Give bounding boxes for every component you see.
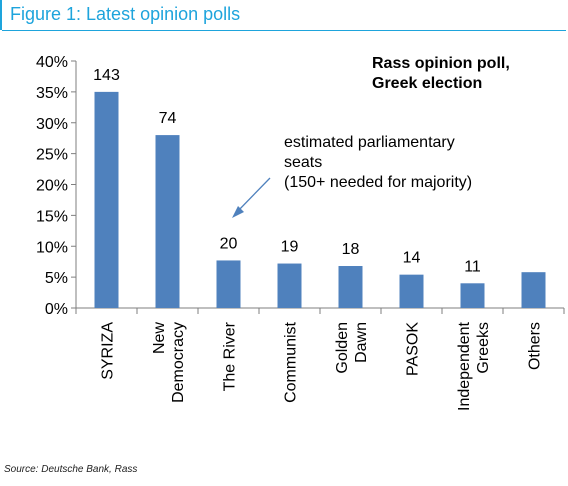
category-label: Others: [527, 322, 544, 370]
y-tick-label: 20%: [36, 178, 68, 195]
annotation-line: estimated parliamentary: [284, 134, 455, 151]
data-label: 143: [93, 67, 120, 84]
title-rule: [2, 30, 566, 31]
y-tick-label: 15%: [36, 208, 68, 225]
category-label: Golden Dawn: [334, 322, 370, 374]
data-label: 14: [403, 250, 421, 267]
category-label-line: SYRIZA: [100, 322, 117, 380]
y-tick-label: 40%: [36, 54, 68, 71]
data-label: 18: [342, 241, 360, 258]
y-tick-label: 25%: [36, 147, 68, 164]
bar: [216, 260, 241, 308]
chart-title-line: Rass opinion poll,: [372, 55, 510, 72]
figure-title-bar: Figure 1: Latest opinion polls: [0, 0, 566, 31]
category-label-line: Greeks: [475, 322, 492, 374]
category-label-line: Communist: [283, 321, 300, 402]
category-label: The River: [222, 321, 239, 391]
category-label-line: Democracy: [170, 322, 187, 403]
category-label: New Democracy: [151, 322, 187, 403]
category-label-line: Others: [527, 322, 544, 370]
source-note: Source: Deutsche Bank, Rass: [4, 464, 138, 475]
data-label: 20: [220, 235, 238, 252]
y-tick-label: 10%: [36, 239, 68, 256]
category-label: Communist: [283, 321, 300, 402]
bar: [338, 266, 363, 308]
category-label-line: Independent: [456, 321, 473, 411]
bar: [94, 91, 119, 308]
y-tick-label: 30%: [36, 116, 68, 133]
bar: [277, 263, 302, 308]
annotation-line: (150+ needed for majority): [284, 174, 472, 191]
category-label: Independent Greeks: [456, 321, 492, 411]
y-tick-label: 5%: [45, 270, 68, 287]
annotation-line: seats: [284, 154, 322, 171]
y-tick-label: 35%: [36, 85, 68, 102]
category-label-line: Dawn: [353, 322, 370, 363]
y-tick-label: 0%: [45, 301, 68, 318]
chart-title: Rass opinion poll, Greek election: [372, 55, 510, 92]
annotation-arrow: [235, 177, 271, 214]
data-label: 11: [464, 258, 481, 275]
data-label: 19: [281, 239, 299, 256]
bar: [155, 135, 180, 308]
category-label: PASOK: [405, 322, 422, 376]
category-label-line: Golden: [334, 322, 351, 374]
bar: [521, 272, 546, 308]
figure-title: Figure 1: Latest opinion polls: [10, 4, 241, 24]
bar: [399, 274, 424, 308]
chart-title-line: Greek election: [372, 75, 482, 92]
bar: [460, 283, 485, 308]
data-label: 74: [159, 110, 177, 127]
category-label-line: PASOK: [405, 322, 422, 376]
annotation-arrowhead: [232, 206, 244, 218]
category-label: SYRIZA: [100, 322, 117, 380]
category-label-line: New: [151, 322, 168, 354]
category-label-line: The River: [222, 321, 239, 391]
annotation: estimated parliamentary seats (150+ needed…: [284, 134, 472, 191]
